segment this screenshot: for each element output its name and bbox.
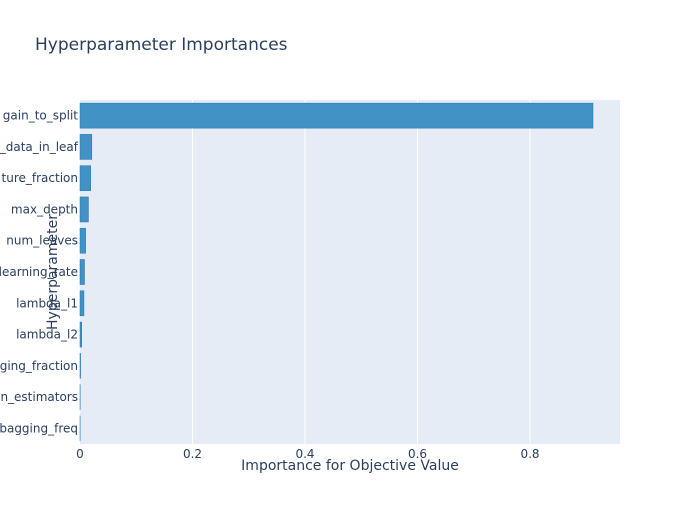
- y-tick-label: lambda_l1: [16, 296, 78, 310]
- x-tick-label: 0.8: [520, 447, 539, 461]
- y-tick-label: n_estimators: [0, 390, 78, 404]
- x-tick-label: 0.2: [183, 447, 202, 461]
- y-tick-label: num_leaves: [6, 234, 78, 248]
- y-tick-label: bagging_freq: [0, 421, 78, 435]
- chart-title: Hyperparameter Importances: [35, 35, 288, 55]
- x-tick-label: 0: [76, 447, 84, 461]
- y-tick-labels: gain_to_split _data_in_leaf ture_fractionm…: [0, 109, 79, 436]
- x-tick-labels: 0 0.2 0.4 0.6 0.8: [76, 447, 539, 461]
- bar-learning-rate: [79, 259, 85, 285]
- y-tick-label: gain_to_split: [3, 109, 78, 123]
- bar-num-leaves: [79, 227, 86, 254]
- y-tick-label: lambda_l2: [16, 328, 78, 342]
- bar-lambda-l2: [79, 321, 82, 348]
- bar-feature-fraction: [79, 165, 91, 191]
- bar-lambda-l1: [79, 290, 85, 317]
- plot-area: [80, 100, 620, 444]
- y-tick-label: ture_fraction: [2, 171, 78, 185]
- bar-min-gain-to-split: [79, 102, 594, 129]
- y-tick-label: learning_rate: [0, 265, 78, 279]
- y-tick-label: max_depth: [11, 202, 78, 216]
- bar-bagging-fraction: [79, 353, 81, 379]
- y-tick-label: _data_in_leaf: [0, 140, 79, 154]
- x-tick-label: 0.4: [295, 447, 314, 461]
- bar-min-data-in-leaf: [79, 134, 93, 160]
- bar-max-depth: [79, 196, 89, 223]
- bars: [79, 102, 594, 442]
- x-tick-label: 0.6: [408, 447, 427, 461]
- x-axis-title: Importance for Objective Value: [241, 458, 459, 474]
- y-axis-title: Hyperparameter: [45, 214, 61, 330]
- y-tick-label: ging_fraction: [0, 359, 78, 373]
- gridlines: [192, 100, 531, 444]
